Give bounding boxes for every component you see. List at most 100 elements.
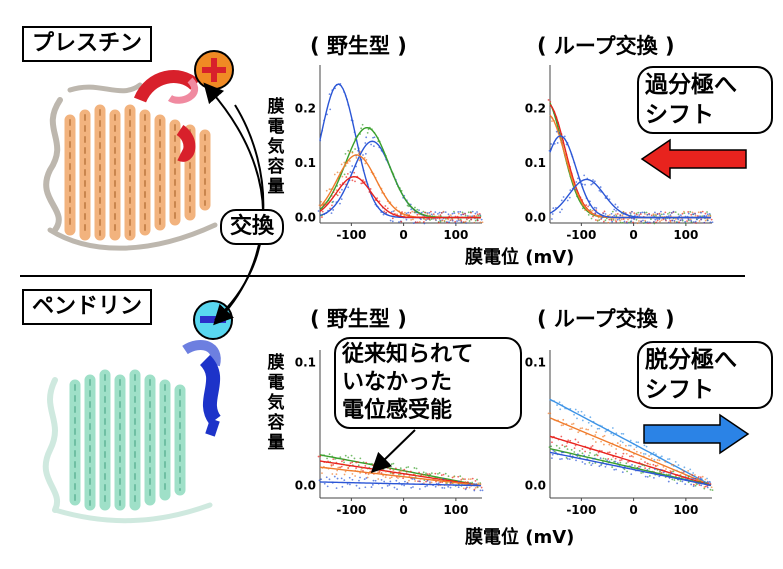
data-point: [703, 487, 706, 490]
data-point: [464, 214, 467, 217]
data-point: [611, 466, 614, 468]
data-point: [594, 219, 597, 221]
data-point: [353, 457, 356, 460]
data-point: [615, 214, 618, 217]
right-shift-arrow: [643, 413, 750, 455]
data-point: [640, 458, 643, 461]
data-point: [608, 218, 611, 221]
data-point: [476, 213, 479, 216]
data-point: [632, 455, 635, 458]
data-point: [459, 475, 462, 478]
data-point: [411, 478, 414, 480]
data-point: [664, 211, 667, 214]
data-point: [611, 220, 614, 223]
data-point: [382, 213, 385, 216]
data-point: [671, 470, 674, 473]
data-point: [658, 218, 661, 221]
data-point: [608, 460, 611, 463]
data-point: [355, 156, 358, 159]
data-point: [330, 194, 333, 197]
data-point: [363, 157, 366, 159]
data-point: [669, 473, 672, 476]
x-tick-label: 100: [443, 503, 468, 517]
hyper-line-2: シフト: [645, 102, 714, 128]
data-point: [371, 483, 374, 486]
data-point: [659, 470, 661, 473]
y-tick-label: 0.1: [295, 156, 316, 170]
data-point: [684, 475, 687, 478]
data-point: [420, 473, 423, 476]
data-point: [681, 469, 684, 471]
data-point: [626, 470, 628, 473]
data-point: [706, 477, 708, 480]
data-point: [420, 211, 423, 214]
data-point: [428, 473, 431, 475]
data-point: [613, 214, 616, 217]
data-point: [441, 486, 444, 489]
data-point: [385, 211, 387, 214]
data-point: [474, 487, 477, 489]
data-point: [635, 446, 638, 449]
data-point: [604, 465, 607, 468]
data-point: [703, 221, 706, 224]
data-point: [696, 483, 698, 485]
data-point: [460, 478, 463, 481]
data-point: [593, 457, 596, 460]
data-point: [360, 182, 363, 185]
data-point: [394, 467, 397, 470]
series-line: [549, 178, 711, 219]
data-point: [422, 471, 425, 474]
data-point: [471, 215, 474, 218]
data-point: [581, 452, 584, 455]
data-point: [701, 215, 704, 218]
data-point: [583, 174, 586, 177]
data-point: [596, 427, 599, 430]
data-point: [701, 210, 704, 213]
data-point: [570, 448, 573, 451]
data-point: [453, 212, 456, 215]
data-point: [581, 448, 584, 450]
top-loop-title: ( ループ交換 ): [537, 34, 675, 58]
data-point: [679, 480, 682, 482]
data-point: [573, 447, 576, 449]
data-point: [359, 457, 362, 460]
data-point: [590, 217, 593, 220]
data-point: [646, 475, 649, 478]
data-point: [320, 478, 323, 481]
data-point: [650, 457, 653, 460]
data-point: [590, 464, 593, 467]
data-point: [329, 108, 332, 111]
data-point: [425, 480, 427, 483]
data-point: [708, 212, 711, 215]
data-point: [345, 183, 347, 186]
data-point: [424, 211, 426, 214]
y-tick-label: 0.1: [295, 355, 316, 369]
data-point: [373, 136, 376, 139]
series-line: [549, 435, 712, 487]
data-point: [673, 219, 676, 222]
depol-shift-bubble: 脱分極へ シフト: [637, 341, 773, 409]
data-point: [676, 221, 679, 224]
data-point: [656, 459, 659, 461]
data-point: [619, 219, 621, 222]
data-point: [616, 442, 619, 444]
data-point: [474, 219, 477, 222]
data-point: [602, 212, 605, 215]
data-point: [710, 218, 713, 221]
data-point: [341, 175, 344, 178]
data-point: [631, 210, 633, 213]
data-point: [612, 217, 615, 220]
data-point: [642, 453, 645, 455]
data-point: [339, 456, 342, 459]
data-point: [398, 221, 400, 223]
data-point: [584, 183, 586, 186]
data-point: [355, 484, 358, 487]
data-point: [648, 467, 651, 470]
data-point: [358, 487, 361, 490]
data-point: [473, 489, 476, 492]
data-point: [587, 421, 590, 424]
data-point: [392, 469, 395, 472]
data-point: [348, 483, 351, 486]
data-point: [413, 467, 416, 469]
data-point: [679, 475, 682, 478]
